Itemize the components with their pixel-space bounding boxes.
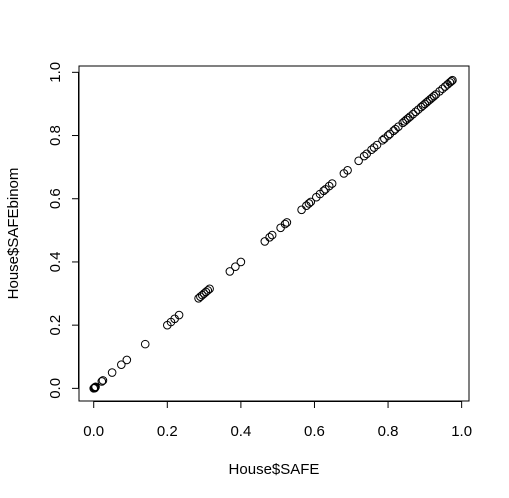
data-point bbox=[343, 165, 352, 175]
data-point bbox=[140, 339, 150, 349]
data-point bbox=[236, 257, 246, 267]
data-point bbox=[265, 232, 274, 242]
data-point bbox=[327, 179, 337, 188]
data-point bbox=[203, 286, 213, 295]
data-point bbox=[408, 109, 418, 119]
data-point bbox=[359, 151, 369, 161]
data-point bbox=[267, 230, 277, 240]
data-point bbox=[304, 199, 314, 208]
y-tick-label: 1.0 bbox=[47, 62, 64, 83]
data-point bbox=[435, 86, 444, 96]
y-axis-label: House$SAFEbinom bbox=[5, 168, 22, 300]
data-point bbox=[231, 262, 240, 271]
data-point bbox=[90, 383, 100, 393]
data-point bbox=[445, 78, 455, 87]
x-tick-label: 0.6 bbox=[304, 423, 325, 440]
data-point bbox=[369, 143, 379, 152]
x-tick-label: 0.8 bbox=[378, 423, 399, 440]
data-point bbox=[438, 84, 447, 94]
data-point bbox=[354, 156, 363, 166]
data-point bbox=[306, 197, 316, 207]
data-point bbox=[280, 219, 290, 229]
data-point bbox=[225, 267, 235, 276]
data-point bbox=[297, 205, 306, 215]
y-tick-label: 0.8 bbox=[47, 125, 64, 146]
x-axis: 0.0 0.2 0.4 0.6 0.8 1.0 bbox=[83, 401, 472, 440]
data-point bbox=[405, 112, 415, 121]
data-point bbox=[411, 107, 420, 117]
y-tick-label: 0.6 bbox=[47, 188, 64, 209]
data-point bbox=[97, 377, 107, 386]
y-axis: 0.0 0.2 0.4 0.6 0.8 1.0 bbox=[47, 62, 79, 399]
data-point bbox=[260, 237, 270, 246]
data-point bbox=[324, 181, 334, 191]
data-point bbox=[383, 131, 393, 140]
data-point bbox=[174, 310, 184, 320]
data-point bbox=[282, 218, 292, 227]
data-point bbox=[367, 145, 376, 155]
data-point bbox=[107, 368, 117, 377]
data-point bbox=[91, 382, 100, 392]
x-tick-label: 1.0 bbox=[451, 423, 472, 440]
y-tick-label: 0.2 bbox=[47, 315, 64, 336]
x-tick-label: 0.4 bbox=[230, 423, 251, 440]
x-tick-label: 0.0 bbox=[83, 423, 104, 440]
y-tick-label: 0.4 bbox=[47, 252, 64, 273]
x-axis-label: House$SAFE bbox=[229, 461, 320, 478]
data-point bbox=[319, 186, 328, 196]
data-point bbox=[429, 91, 439, 101]
data-point bbox=[378, 135, 387, 145]
data-points bbox=[89, 75, 457, 393]
y-tick-label: 0.0 bbox=[47, 378, 64, 399]
data-point bbox=[447, 76, 456, 86]
data-point bbox=[448, 75, 457, 85]
data-point bbox=[122, 355, 132, 365]
data-point bbox=[205, 284, 214, 294]
x-tick-label: 0.2 bbox=[157, 423, 178, 440]
data-point bbox=[372, 140, 382, 150]
data-point bbox=[98, 376, 108, 385]
data-point bbox=[117, 360, 126, 369]
data-point bbox=[391, 124, 400, 134]
